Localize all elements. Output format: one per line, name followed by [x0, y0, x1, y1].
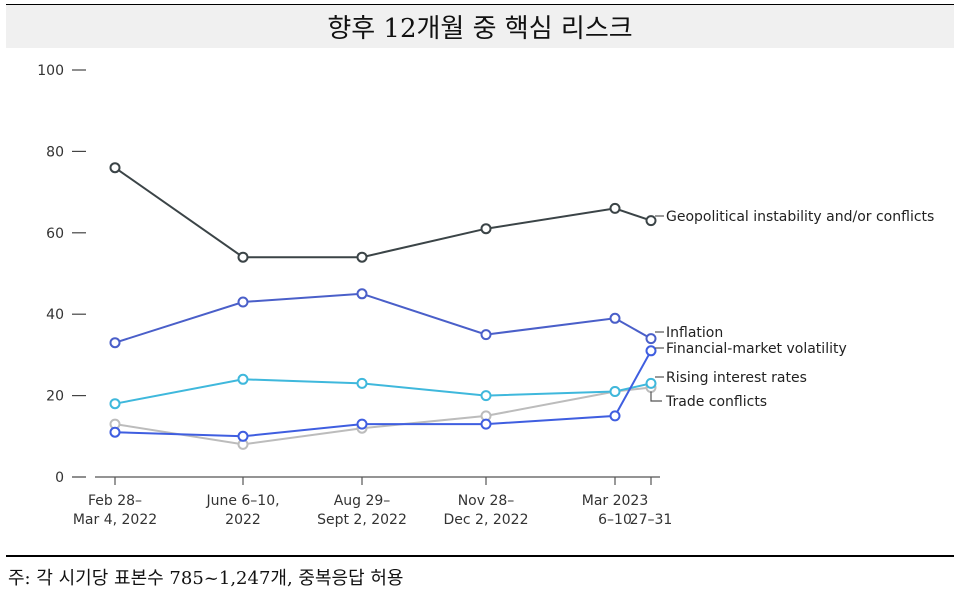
- data-point: [109, 337, 121, 349]
- x-tick-label: Aug 29–: [334, 493, 391, 509]
- x-tick-label: June 6–10,: [205, 493, 279, 509]
- y-tick-label: 20: [46, 389, 64, 405]
- x-tick-label: 6–10: [598, 512, 632, 528]
- x-tick-label: Sept 2, 2022: [317, 512, 407, 528]
- series-label: Geopolitical instability and/or conflict…: [666, 209, 934, 225]
- y-tick-label: 60: [46, 226, 64, 242]
- y-tick-label: 0: [55, 470, 64, 486]
- data-point: [645, 333, 657, 345]
- x-tick-label: Feb 28–: [88, 493, 142, 509]
- data-point: [609, 312, 621, 324]
- y-tick-label: 100: [37, 63, 64, 79]
- data-point: [480, 329, 492, 341]
- data-point: [609, 202, 621, 214]
- series-label: Trade conflicts: [665, 394, 767, 410]
- series-line: [114, 292, 652, 344]
- series-line: [114, 386, 652, 446]
- x-tick-label: 2022: [225, 512, 261, 528]
- series-line: [114, 166, 652, 259]
- label-connector: [650, 391, 662, 402]
- data-point: [356, 251, 368, 263]
- data-point: [480, 223, 492, 235]
- data-point: [645, 215, 657, 227]
- data-point: [237, 296, 249, 308]
- data-point: [356, 377, 368, 389]
- data-point: [645, 377, 657, 389]
- data-point: [356, 288, 368, 300]
- y-tick-label: 80: [46, 144, 64, 160]
- data-point: [109, 426, 121, 438]
- top-rule: [6, 4, 954, 5]
- chart-title: 향후 12개월 중 핵심 리스크: [6, 5, 954, 48]
- data-point: [480, 418, 492, 430]
- bottom-rule: [6, 555, 954, 557]
- series-label: Financial-market volatility: [666, 341, 847, 357]
- y-tick-label: 40: [46, 307, 64, 323]
- data-point: [237, 430, 249, 442]
- data-point: [237, 251, 249, 263]
- line-chart: 100 80 60 40 20 0 Feb 28– Mar 4, 2022 June 6–10,…: [37, 63, 934, 528]
- data-point: [109, 398, 121, 410]
- data-point: [480, 390, 492, 402]
- series-line: [114, 378, 652, 405]
- x-tick-label: Mar 2023: [582, 493, 649, 509]
- data-point: [237, 373, 249, 385]
- x-tick-label: Mar 4, 2022: [73, 512, 157, 528]
- data-point: [609, 410, 621, 422]
- x-tick-label: Dec 2, 2022: [444, 512, 529, 528]
- x-tick-label: 27–31: [630, 512, 673, 528]
- data-point: [645, 345, 657, 357]
- series-label: Inflation: [666, 325, 723, 341]
- footnote: 주: 각 시기당 표본수 785~1,247개, 중복응답 허용: [8, 568, 404, 589]
- x-tick-label: Nov 28–: [458, 493, 515, 509]
- data-point: [609, 386, 621, 397]
- data-point: [109, 162, 121, 174]
- data-point: [356, 418, 368, 430]
- series-line: [114, 350, 652, 438]
- series-label: Rising interest rates: [666, 370, 807, 386]
